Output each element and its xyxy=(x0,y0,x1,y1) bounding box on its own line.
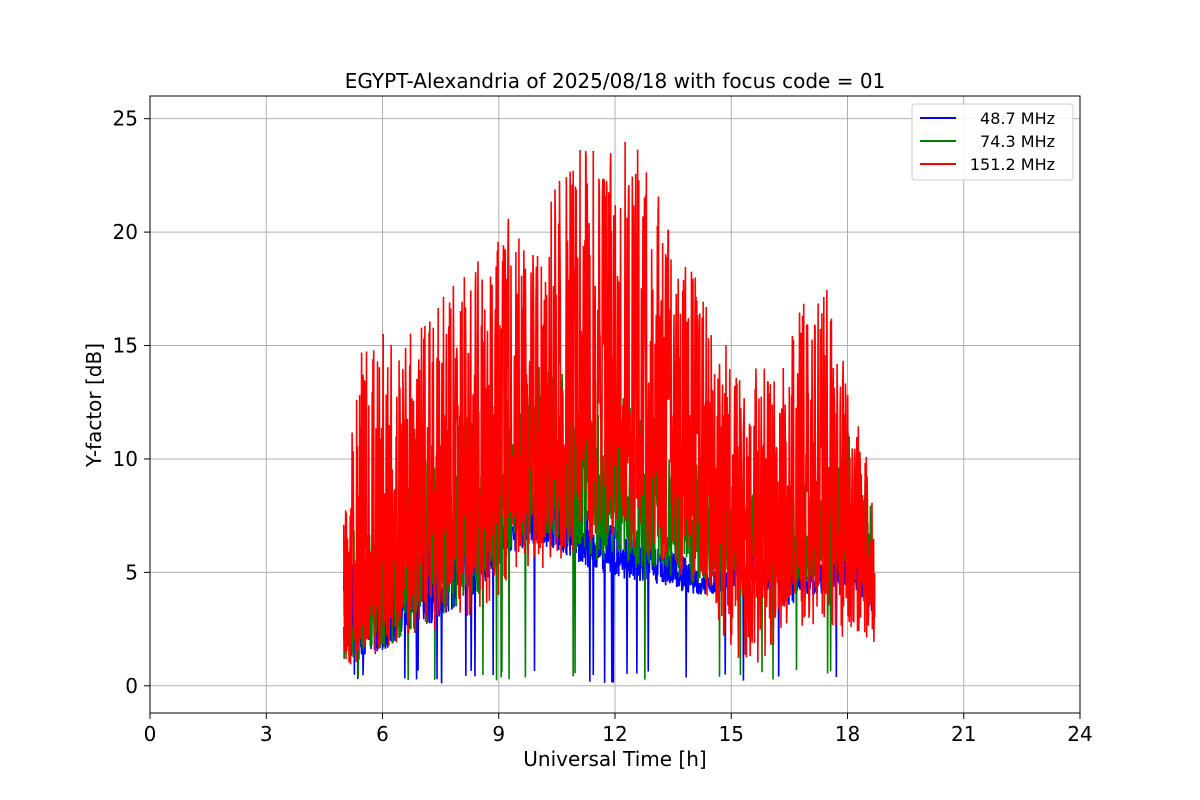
x-tick-label: 15 xyxy=(719,722,744,746)
x-tick-label: 0 xyxy=(144,722,157,746)
y-tick-label: 20 xyxy=(113,220,138,244)
y-tick-label: 25 xyxy=(113,107,138,131)
x-tick-label: 24 xyxy=(1067,722,1092,746)
x-tick-label: 6 xyxy=(376,722,389,746)
x-tick-label: 21 xyxy=(951,722,976,746)
y-tick-label: 10 xyxy=(113,447,138,471)
x-axis-label: Universal Time [h] xyxy=(523,747,706,771)
legend-box xyxy=(911,103,1074,181)
x-tick-label: 18 xyxy=(835,722,860,746)
series-line-2 xyxy=(342,141,876,665)
y-tick-label: 0 xyxy=(125,674,138,698)
y-tick-label: 5 xyxy=(125,560,138,584)
y-axis-label: Y-factor [dB] xyxy=(82,343,106,468)
ticks: 0 3 6 9 12 15 18 21 24 0 5 10 15 20 25 xyxy=(113,107,1093,746)
chart-title: EGYPT-Alexandria of 2025/08/18 with focu… xyxy=(345,69,886,93)
legend: 48.7 MHz 74.3 MHz 151.2 MHz xyxy=(911,103,1074,181)
series-layer xyxy=(342,141,876,684)
legend-label: 151.2 MHz xyxy=(970,155,1055,174)
legend-label: 48.7 MHz xyxy=(980,109,1055,128)
legend-label: 74.3 MHz xyxy=(980,132,1055,151)
x-tick-label: 9 xyxy=(492,722,505,746)
x-tick-label: 3 xyxy=(260,722,273,746)
x-tick-label: 12 xyxy=(602,722,627,746)
y-tick-label: 15 xyxy=(113,334,138,358)
